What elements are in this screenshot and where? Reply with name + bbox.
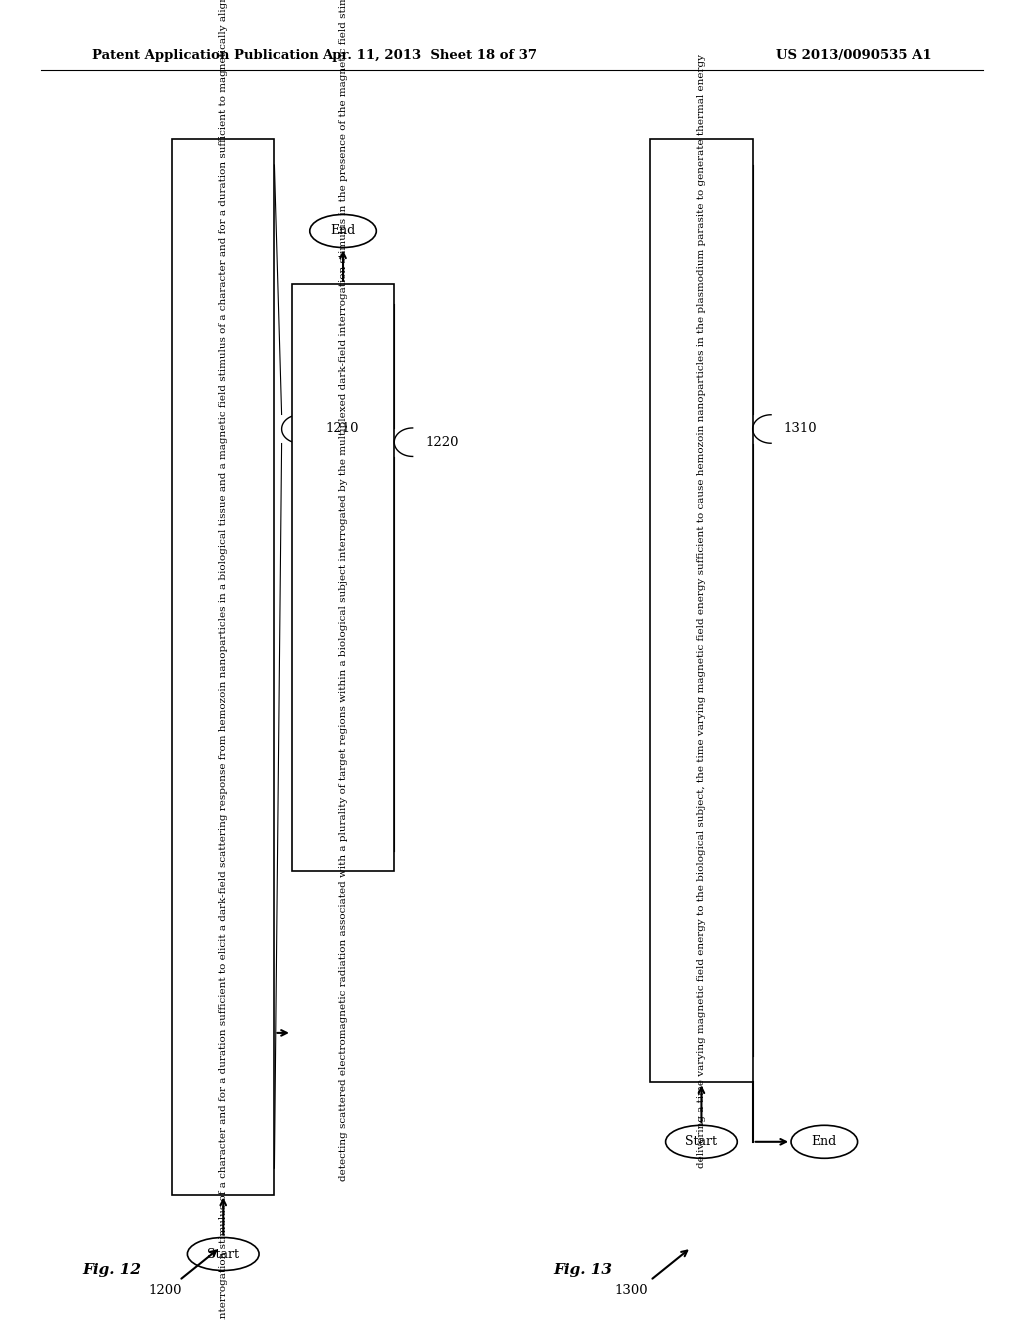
Text: 1300: 1300	[614, 1284, 648, 1298]
Ellipse shape	[309, 214, 376, 248]
Text: delivering a time varying magnetic field energy to the biological subject, the t: delivering a time varying magnetic field…	[697, 54, 706, 1167]
FancyBboxPatch shape	[650, 139, 753, 1082]
Ellipse shape	[666, 1125, 737, 1159]
FancyBboxPatch shape	[172, 139, 274, 1195]
Text: Fig. 13: Fig. 13	[553, 1263, 612, 1276]
Text: End: End	[812, 1135, 837, 1148]
Text: 1310: 1310	[783, 422, 817, 436]
Text: Start: Start	[685, 1135, 718, 1148]
Text: Fig. 12: Fig. 12	[82, 1263, 141, 1276]
Text: 1210: 1210	[326, 422, 359, 436]
Text: Start: Start	[207, 1247, 240, 1261]
Ellipse shape	[187, 1238, 259, 1270]
Text: 1220: 1220	[425, 436, 459, 449]
Text: Apr. 11, 2013  Sheet 18 of 37: Apr. 11, 2013 Sheet 18 of 37	[323, 49, 538, 62]
Text: 1200: 1200	[148, 1284, 182, 1298]
FancyBboxPatch shape	[292, 284, 394, 871]
Text: End: End	[331, 224, 355, 238]
Text: detecting scattered electromagnetic radiation associated with a plurality of tar: detecting scattered electromagnetic radi…	[339, 0, 347, 1181]
Text: US 2013/0090535 A1: US 2013/0090535 A1	[776, 49, 932, 62]
Ellipse shape	[791, 1125, 857, 1159]
Text: Patent Application Publication: Patent Application Publication	[92, 49, 318, 62]
Text: concurrently generating a multi-mode dark-field interrogation stimulus of a char: concurrently generating a multi-mode dar…	[219, 0, 227, 1320]
